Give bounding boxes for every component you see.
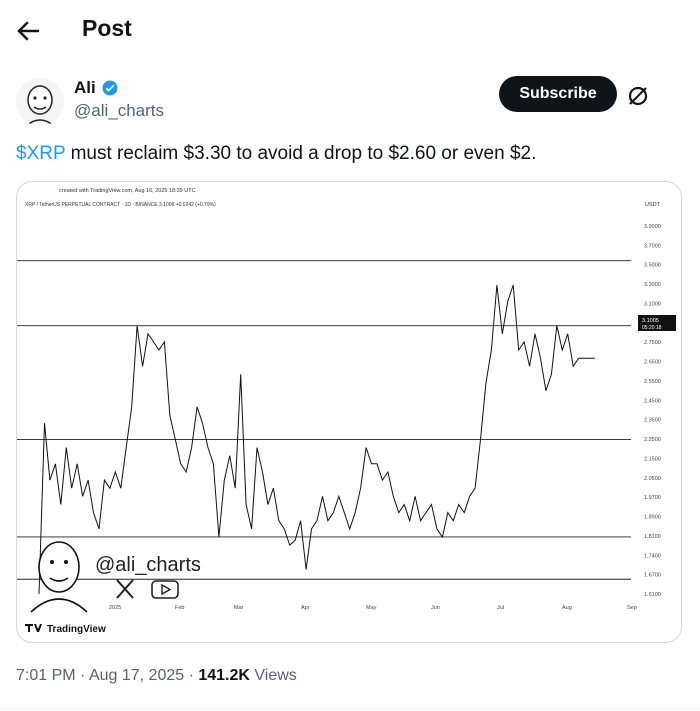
x-tick-label: Feb [175,605,184,611]
price-tag [638,315,676,331]
y-tick-label: 2.3500 [644,418,661,424]
tradingview-logo-icon [25,624,42,632]
x-tick-label: Sep [627,605,637,611]
y-tick-label: 2.1500 [644,456,661,462]
x-tick-label: Apr [301,605,310,611]
y-tick-label: 1.8900 [644,515,661,521]
chart-created-with: created with TradingView.com, Aug 16, 20… [59,188,196,194]
author-name[interactable]: Ali [74,78,119,98]
x-tick-label: Aug [562,605,572,611]
x-tick-label: Jul [497,605,504,611]
y-tick-label: 1.6700 [644,573,661,579]
y-tick-label: 3.3000 [644,282,661,288]
header-bar: Post [0,0,700,62]
y-tick-label: 2.2500 [644,437,661,443]
post-date[interactable]: Aug 17, 2025 [88,667,185,684]
x-tick-label: May [366,605,377,611]
y-tick-label: 1.7400 [644,553,661,559]
y-tick-label: 1.8100 [644,534,661,540]
post-time[interactable]: 7:01 PM [16,667,76,684]
views-label: Views [254,667,297,684]
avatar[interactable] [16,78,64,126]
tweet-body: must reclaim $3.30 to avoid a drop to $2… [65,143,537,164]
tradingview-brand: TradingView [47,624,106,635]
y-tick-label: 1.6100 [644,592,661,598]
y-tick-label: 2.4500 [644,398,661,404]
chart-symbol-line: XRP / TetherUS PERPETUAL CONTRACT · 1D ·… [25,202,216,208]
y-tick-label: 2.6500 [644,360,661,366]
views-count: 141.2K [198,667,250,684]
price-chart: created with TradingView.com, Aug 16, 20… [17,188,676,635]
chart-image[interactable]: created with TradingView.com, Aug 16, 20… [16,181,682,643]
y-tick-label: 3.9000 [644,224,661,230]
cashtag-link[interactable]: $XRP [16,143,66,164]
tweet-text: $XRP must reclaim $3.30 to avoid a drop … [16,143,536,165]
price-tag-value: 3.1005 [642,318,659,324]
chart-currency: USDT [645,202,661,208]
y-tick-label: 2.0500 [644,476,661,482]
page-title: Post [82,15,132,41]
youtube-icon [151,580,179,599]
x-logo-icon [116,579,134,599]
watermark-handle: @ali_charts [95,554,201,576]
y-tick-label: 3.7000 [644,243,661,249]
y-tick-label: 1.9700 [644,495,661,501]
verified-badge-icon [102,80,118,96]
y-tick-label: 2.7500 [644,340,661,346]
y-tick-label: 2.5500 [644,379,661,385]
x-tick-label: Mar [234,605,244,611]
y-tick-label: 3.1000 [644,301,661,307]
x-tick-label: 2025 [109,605,121,611]
price-tag-time: 05:20:18 [642,325,662,331]
y-tick-label: 3.5000 [644,263,661,269]
x-tick-label: Jun [431,605,440,611]
post-meta: 7:01 PM · Aug 17, 2025 · 141.2K Views [16,667,297,684]
author-handle[interactable]: @ali_charts [74,101,165,120]
price-series-line [38,284,595,594]
subscribe-button[interactable]: Subscribe [499,76,617,112]
back-arrow-icon[interactable] [14,16,44,46]
divider [0,708,700,709]
grok-icon[interactable] [626,84,650,108]
watermark-avatar [30,541,88,613]
